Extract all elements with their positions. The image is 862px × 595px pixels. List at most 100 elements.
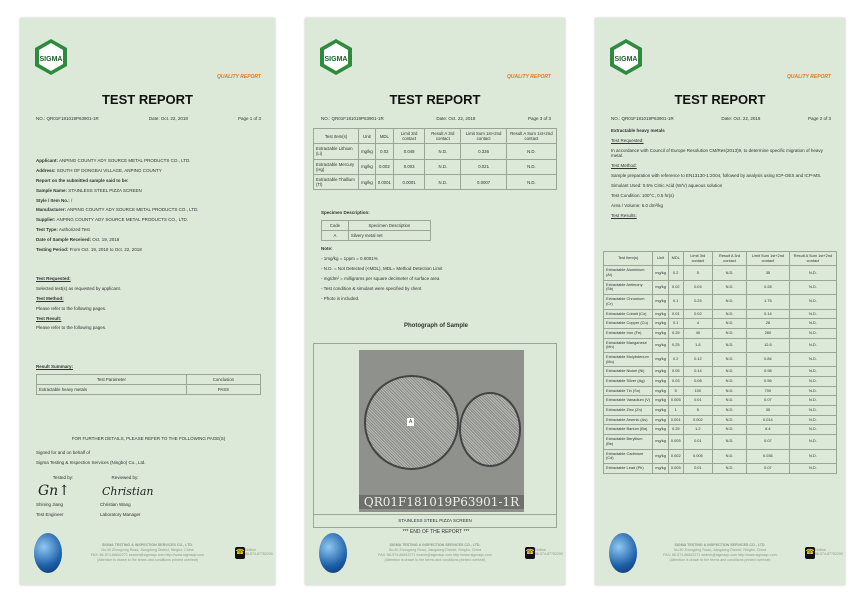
table-cell: 0.08 xyxy=(682,376,714,387)
column-header: Code xyxy=(321,219,349,232)
table-cell: N.D. xyxy=(788,327,838,339)
summary-table: Test Parameter Conclusion Extractable heav… xyxy=(36,373,262,396)
table-cell: PASS xyxy=(185,384,262,396)
phone-icon: ☎ xyxy=(235,547,245,559)
table-cell: N.D. xyxy=(712,279,747,296)
sigma-logo: SIGMA xyxy=(34,38,68,78)
table-cell: Extractable Vanadium (V) xyxy=(602,395,654,407)
table-row: Extractable Silver (Ag) mg/kg 0.03 0.08 N.D.… xyxy=(602,376,838,387)
table-cell: 0.2 xyxy=(667,351,684,368)
footer-contact: FAX: 86-574-86842271 search@sigmaqc.com … xyxy=(663,552,777,557)
applicant-fields: Applicant: ANPING COUNTY ADY SOURCE META… xyxy=(36,158,261,257)
sample-label: A xyxy=(407,418,415,426)
table-cell: 0.25 xyxy=(682,294,714,310)
table-cell: 0.98 xyxy=(746,366,790,377)
table-cell: N.D. xyxy=(424,173,462,191)
table-cell: N.D. xyxy=(712,351,747,368)
section-heading: Test Result: xyxy=(36,315,62,321)
hotline: Hotline 86-574-87782290 xyxy=(535,548,563,556)
photo-caption: STAINLESS STEEL PIZZA SCREEN xyxy=(314,514,556,527)
phone-icon: ☎ xyxy=(805,547,815,559)
sigma-logo: SIGMA xyxy=(319,38,353,78)
report-number: NO.: QR01F181019P63901-1R xyxy=(611,116,674,121)
table-cell: 0.56 xyxy=(746,376,790,387)
table-cell: mg/kg xyxy=(652,366,669,377)
method-line: Sample preparation with reference to EN1… xyxy=(611,172,822,178)
table-row: Extractable Antimony (Sb) mg/kg 0.02 0.04 N.… xyxy=(602,279,838,296)
table-cell: mg/kg xyxy=(652,308,669,320)
table-row: Extractable Nickel (Ni) mg/kg 0.05 0.14 N.D.… xyxy=(602,366,838,377)
table-cell: N.D. xyxy=(712,265,747,281)
field-key: Date of Sample Received: xyxy=(36,237,92,243)
specimen-table: Code Specimen Description A Silvery metal n… xyxy=(321,219,432,242)
table-cell: N.D. xyxy=(712,414,747,426)
note-item: - Photo is included. xyxy=(321,295,360,301)
table-row: Extractable Arsenic (As) mg/kg 0.001 0.002 N… xyxy=(602,414,838,426)
field-key: Report on the submitted sample said to b… xyxy=(36,177,129,183)
table-cell: N.D. xyxy=(424,158,462,175)
column-header: Conclusion xyxy=(185,373,262,386)
reviewer-name: Christian Wang xyxy=(100,502,131,507)
table-cell: 0.02 xyxy=(682,308,714,320)
hotline-number: 86-574-87782290 xyxy=(815,552,843,556)
table-cell: Extractable Aluminium (Al) xyxy=(602,265,654,281)
table-cell: 0.04 xyxy=(682,279,714,296)
photo-heading: Photograph of Sample xyxy=(403,323,468,329)
table-cell: 0.021 xyxy=(460,158,507,175)
small-screen-disc xyxy=(459,392,521,467)
table-cell: N.D. xyxy=(788,265,838,281)
footer-address: No.30 Zhongxing Road, Jiangdong District… xyxy=(101,547,194,552)
column-header: Limit Sum 1st+2nd contact xyxy=(746,250,790,267)
table-cell: 0.035 xyxy=(746,448,790,464)
note-item: - mg/dm² = milligrams per square decimet… xyxy=(321,275,440,281)
table-cell: Extractable Nickel (Ni) xyxy=(602,366,654,377)
table-cell: 0.01 xyxy=(667,308,684,320)
footer-company-info: SIGMA TESTING & INSPECTION SERVICES CO.,… xyxy=(355,543,515,562)
hotline-label: Hotline xyxy=(815,548,826,552)
table-cell: 0.0001 xyxy=(374,173,394,191)
specimen-section: Specimen Description: Code Specimen Descr… xyxy=(321,210,551,306)
company-name: SIGMA TESTING & INSPECTION SERVICES CO.,… xyxy=(674,543,766,547)
table-cell: 4 xyxy=(682,318,714,329)
column-header: Result A 3rd contact xyxy=(712,250,747,267)
table-cell: A xyxy=(321,230,349,242)
table-row: Extractable Beryllium (Be) mg/kg 0.005 0.01… xyxy=(602,434,838,450)
field-2: Report on the submitted sample said to b… xyxy=(36,178,261,183)
table-cell: Extractable Zinc (Zn) xyxy=(602,405,654,416)
signature-block: Signed for and on behalf of Sigma Testin… xyxy=(36,450,261,470)
table-cell: N.D. xyxy=(712,385,747,397)
table-cell: 0.01 xyxy=(682,462,714,474)
column-header: Test Item(s) xyxy=(602,250,654,267)
svg-text:SIGMA: SIGMA xyxy=(615,56,638,63)
field-8: Date of Sample Received: Oct. 19, 2018 xyxy=(36,237,261,242)
tester-signature: Gn↑ xyxy=(38,483,70,499)
table-header-row: Test Item(s) Unit MDL Limit 3rd contact Resu… xyxy=(602,250,838,267)
table-cell: Extractable Arsenic (As) xyxy=(602,414,654,426)
method-line: Area / Volume: 6.0 dm²/kg xyxy=(611,202,664,208)
table-cell: Extractable Copper (Cu) xyxy=(602,318,654,329)
table-cell: mg/kg xyxy=(652,351,669,368)
footer-address: No.30 Zhongxing Road, Jiangdong District… xyxy=(388,547,482,552)
footer-attention: (Attention is drawn to the terms and con… xyxy=(669,557,771,562)
field-1: Address: SOUTH OF DONGBAI VILLAGE, ANPIN… xyxy=(36,168,261,173)
table-cell: mg/kg xyxy=(652,405,669,416)
table-cell: Silvery metal net xyxy=(347,230,432,242)
note-item: - 1mg/kg = 1ppm = 0.0001% xyxy=(321,256,378,262)
section-heading: Test Requested: xyxy=(36,276,71,281)
table-cell: N.D. xyxy=(788,366,838,377)
column-header: Specimen Description xyxy=(347,219,432,232)
table-cell: 0.07 xyxy=(746,462,790,474)
table-cell: 0.005 xyxy=(682,448,714,464)
field-key: Test Type: xyxy=(36,227,58,233)
table-cell: 5 xyxy=(682,405,714,416)
table-cell: N.D. xyxy=(712,337,747,353)
phone-icon: ☎ xyxy=(525,547,535,559)
table-cell: N.D. xyxy=(788,351,838,368)
field-key: Applicant: xyxy=(36,158,58,163)
sample-photo: A QR01F181019P63901-1R xyxy=(359,350,524,512)
table-cell: 0.001 xyxy=(667,414,684,426)
table-row: Extractable Mercury (Hg) mg/kg 0.002 0.003 N… xyxy=(312,158,558,175)
table-cell: mg/kg xyxy=(652,414,669,426)
field-value: / xyxy=(69,197,73,203)
table-cell: Extractable Iron (Fe) xyxy=(602,327,654,339)
